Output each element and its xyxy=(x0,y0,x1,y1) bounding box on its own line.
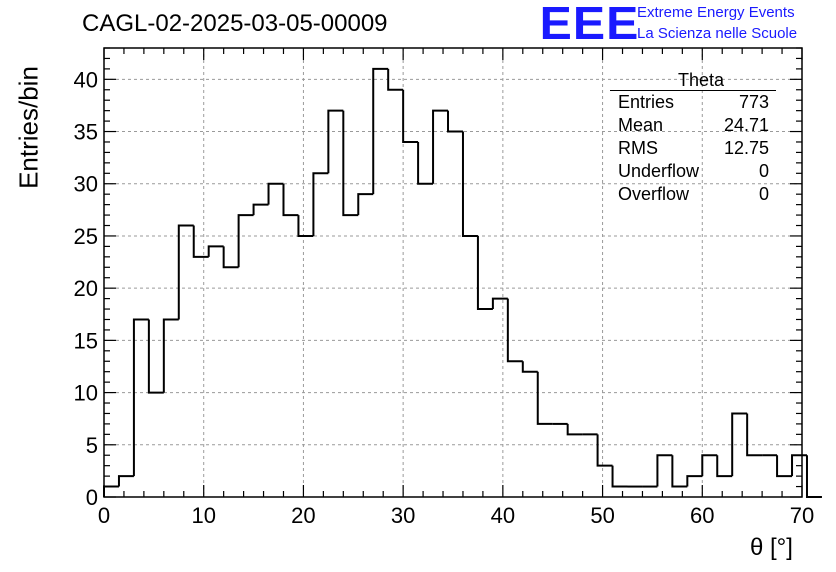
x-axis-label: θ [°] xyxy=(750,534,793,561)
histogram-bin xyxy=(207,245,224,257)
histogram-bin xyxy=(297,215,314,237)
histogram-bin xyxy=(686,475,703,487)
histogram-bin xyxy=(731,412,748,477)
histogram-bin xyxy=(536,371,553,425)
logo-line-2: La Scienza nelle Scuole xyxy=(637,25,798,42)
y-axis-label: Entries/bin xyxy=(13,66,44,189)
histogram-bin xyxy=(222,246,239,269)
histogram-bin xyxy=(506,298,523,363)
stats-value: 24.71 xyxy=(723,115,769,135)
histogram-bin xyxy=(491,297,508,310)
histogram-bin xyxy=(596,434,613,467)
histogram-bin xyxy=(432,109,449,184)
histogram-bin xyxy=(417,141,434,185)
x-tick-label: 20 xyxy=(291,503,315,528)
stats-row-overflow: Overflow 0 xyxy=(610,183,776,206)
histogram-bin xyxy=(402,89,419,143)
histogram-bin xyxy=(192,225,209,258)
x-tick-label: 70 xyxy=(790,503,814,528)
x-tick-label: 10 xyxy=(191,503,215,528)
eee-logo: EEE xyxy=(539,0,640,49)
histogram-bin xyxy=(701,454,718,477)
histogram-bin xyxy=(252,203,269,216)
stats-title: Theta xyxy=(610,70,776,91)
histogram-bin xyxy=(476,235,493,311)
stats-label: RMS xyxy=(618,138,658,158)
histogram-bin xyxy=(387,68,404,91)
x-tick-label: 40 xyxy=(491,503,515,528)
histogram-bin xyxy=(132,318,149,477)
stats-row-underflow: Underflow 0 xyxy=(610,160,776,183)
histogram-bin xyxy=(805,455,822,498)
histogram-bin xyxy=(177,224,194,320)
histogram-bin xyxy=(566,423,583,436)
histogram-bin xyxy=(312,172,329,236)
histogram-bin xyxy=(267,182,284,205)
x-tick-label: 60 xyxy=(690,503,714,528)
stats-box: Theta Entries 773 Mean 24.71 RMS 12.75 U… xyxy=(610,70,776,206)
stats-value: 12.75 xyxy=(723,138,769,158)
histogram-bin xyxy=(237,214,254,268)
histogram-bin xyxy=(327,109,344,174)
histogram-bin xyxy=(282,183,299,217)
histogram-bin xyxy=(671,455,688,488)
stats-value: 0 xyxy=(758,161,769,181)
plot-frame xyxy=(103,47,803,498)
stats-row-entries: Entries 773 xyxy=(610,91,776,114)
x-tick-label: 50 xyxy=(590,503,614,528)
y-tick-label: 5 xyxy=(86,433,98,458)
histogram-bin xyxy=(656,454,673,487)
histogram-bin xyxy=(461,131,478,237)
histogram-bin xyxy=(716,455,733,478)
histogram-bin xyxy=(147,319,164,394)
stats-label: Entries xyxy=(618,92,675,112)
histogram-bin xyxy=(372,67,389,195)
histogram-bin xyxy=(746,413,763,457)
x-tick-label: 0 xyxy=(98,503,110,528)
x-tick-label: 30 xyxy=(391,503,415,528)
histogram-bin xyxy=(162,318,179,393)
run-title: CAGL-02-2025-03-05-00009 xyxy=(82,10,388,37)
stats-row-rms: RMS 12.75 xyxy=(610,137,776,160)
y-tick-label: 25 xyxy=(74,224,98,249)
y-tick-label: 30 xyxy=(74,172,98,197)
stats-value: 773 xyxy=(738,92,769,112)
stats-label: Underflow xyxy=(618,161,700,181)
histogram-bin xyxy=(357,193,374,216)
y-tick-label: 40 xyxy=(74,67,98,92)
histogram-bin xyxy=(342,110,359,217)
stats-row-mean: Mean 24.71 xyxy=(610,114,776,137)
histogram-bin xyxy=(103,485,119,497)
y-tick-label: 0 xyxy=(86,485,98,510)
histogram-bin xyxy=(611,465,628,488)
histogram-bin xyxy=(117,475,134,487)
y-tick-label: 15 xyxy=(74,328,98,353)
stats-label: Overflow xyxy=(618,184,690,204)
y-tick-label: 10 xyxy=(74,381,98,406)
stats-label: Mean xyxy=(618,115,664,135)
histogram-bin xyxy=(776,455,793,478)
logo-line-1: Extreme Energy Events xyxy=(637,4,795,21)
y-tick-label: 20 xyxy=(74,276,98,301)
y-tick-label: 35 xyxy=(74,120,98,145)
histogram-bin xyxy=(521,361,538,373)
histogram-bin xyxy=(447,110,463,133)
stats-value: 0 xyxy=(758,184,769,204)
